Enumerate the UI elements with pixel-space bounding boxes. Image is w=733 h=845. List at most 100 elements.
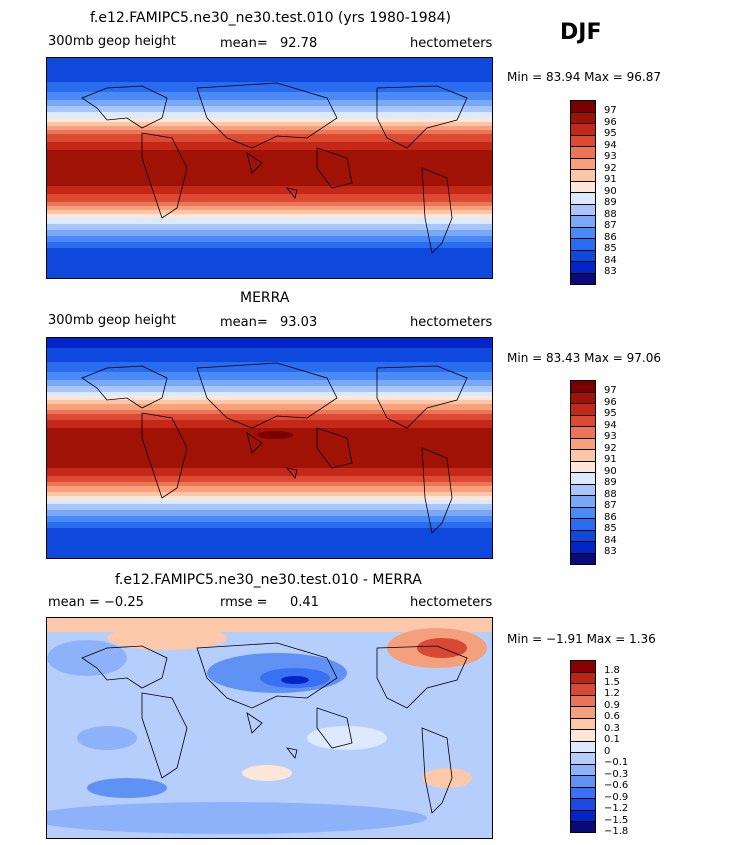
map-band: [47, 84, 492, 87]
colorbar-label: 83: [604, 266, 617, 277]
coastline: [316, 147, 353, 189]
map-band: [47, 240, 492, 243]
colorbar-swatch: [570, 134, 596, 147]
coastline: [196, 82, 338, 149]
colorbar-label: 89: [604, 477, 617, 488]
map-band: [47, 194, 492, 197]
map-band: [47, 118, 492, 121]
map-band: [47, 468, 492, 471]
panel2-variable: 300mb geop height: [48, 313, 176, 328]
colorbar-swatch: [570, 226, 596, 239]
coastline: [421, 447, 453, 534]
map-band: [47, 550, 492, 553]
colorbar-label: 90: [604, 185, 617, 197]
map-band: [47, 402, 492, 405]
map-band: [47, 424, 492, 427]
colorbar-label: 1.8: [604, 665, 620, 676]
map-band: [47, 248, 492, 251]
map-band: [47, 378, 492, 381]
panel1-units: hectometers: [410, 36, 493, 51]
colorbar-label: 92: [604, 162, 617, 174]
map-band: [47, 478, 492, 481]
colorbar-swatch: [570, 717, 596, 730]
map-band: [47, 162, 492, 165]
colorbar-label: 86: [604, 231, 617, 243]
map-band: [47, 398, 492, 401]
map-band: [47, 78, 492, 81]
map-band: [47, 368, 492, 371]
colorbar-swatch: [570, 111, 596, 124]
map-band: [47, 460, 492, 463]
map-band: [47, 528, 492, 531]
map-band: [47, 204, 492, 207]
colorbar-swatch: [570, 215, 596, 227]
map-band: [47, 202, 492, 205]
map-band: [47, 60, 492, 63]
coastline: [286, 467, 298, 479]
map-band: [47, 182, 492, 185]
map-band: [47, 470, 492, 473]
colorbar-label: −0.1: [604, 757, 629, 768]
colorbar-label: 85: [604, 523, 617, 534]
map-band: [47, 258, 492, 261]
colorbar-swatch: [570, 683, 596, 695]
colorbar-swatch: [570, 249, 596, 262]
map-band: [47, 66, 492, 69]
map-band: [47, 516, 492, 519]
colorbar-swatch: [570, 506, 596, 519]
map-band: [47, 70, 492, 73]
map-band: [47, 354, 492, 357]
colorbar-label: 0.6: [604, 711, 620, 722]
map-band: [47, 104, 492, 107]
map-band: [47, 480, 492, 483]
panel3-map-svg: [47, 618, 492, 838]
map-band: [47, 134, 492, 137]
colorbar-swatch: [570, 798, 596, 810]
map-band: [47, 498, 492, 501]
colorbar-label: 97: [604, 385, 617, 396]
coastline: [81, 85, 168, 129]
colorbar-label: 90: [604, 465, 617, 477]
map-band: [47, 68, 492, 71]
map-band: [47, 374, 492, 377]
colorbar-label: −0.3: [604, 768, 629, 780]
map-band: [47, 382, 492, 385]
coastline: [286, 187, 298, 199]
map-band: [47, 370, 492, 373]
map-band: [47, 234, 492, 237]
map-band: [47, 224, 492, 227]
colorbar-label: 93: [604, 431, 617, 442]
map-band: [47, 356, 492, 359]
map-band: [47, 396, 492, 399]
colorbar-label: 89: [604, 197, 617, 208]
map-band: [47, 376, 492, 379]
coastline: [81, 645, 168, 689]
colorbar-swatch: [570, 123, 596, 135]
map-band: [47, 76, 492, 79]
map-band: [47, 538, 492, 541]
map-band: [47, 342, 492, 345]
colorbar-label: 95: [604, 408, 617, 419]
colorbar-swatch: [570, 460, 596, 473]
map-band: [47, 64, 492, 67]
map-band: [47, 496, 492, 499]
map-band: [47, 350, 492, 353]
colorbar-label: 0.1: [604, 734, 620, 745]
map-band: [47, 174, 492, 177]
map-band: [47, 484, 492, 487]
map-max-patch: [257, 431, 293, 439]
map-band: [47, 230, 492, 233]
map-band: [47, 108, 492, 111]
panel2-map: [46, 337, 493, 559]
colorbar-swatch: [570, 157, 596, 170]
map-band: [47, 184, 492, 187]
map-band: [47, 94, 492, 97]
map-band: [47, 522, 492, 525]
colorbar-swatch: [570, 169, 596, 181]
map-band: [47, 466, 492, 469]
colorbar-swatch: [570, 414, 596, 427]
map-band: [47, 416, 492, 419]
colorbar-label: 0.3: [604, 722, 620, 734]
colorbar-swatch: [570, 100, 596, 112]
panel2-mean-label: mean=: [220, 315, 268, 330]
